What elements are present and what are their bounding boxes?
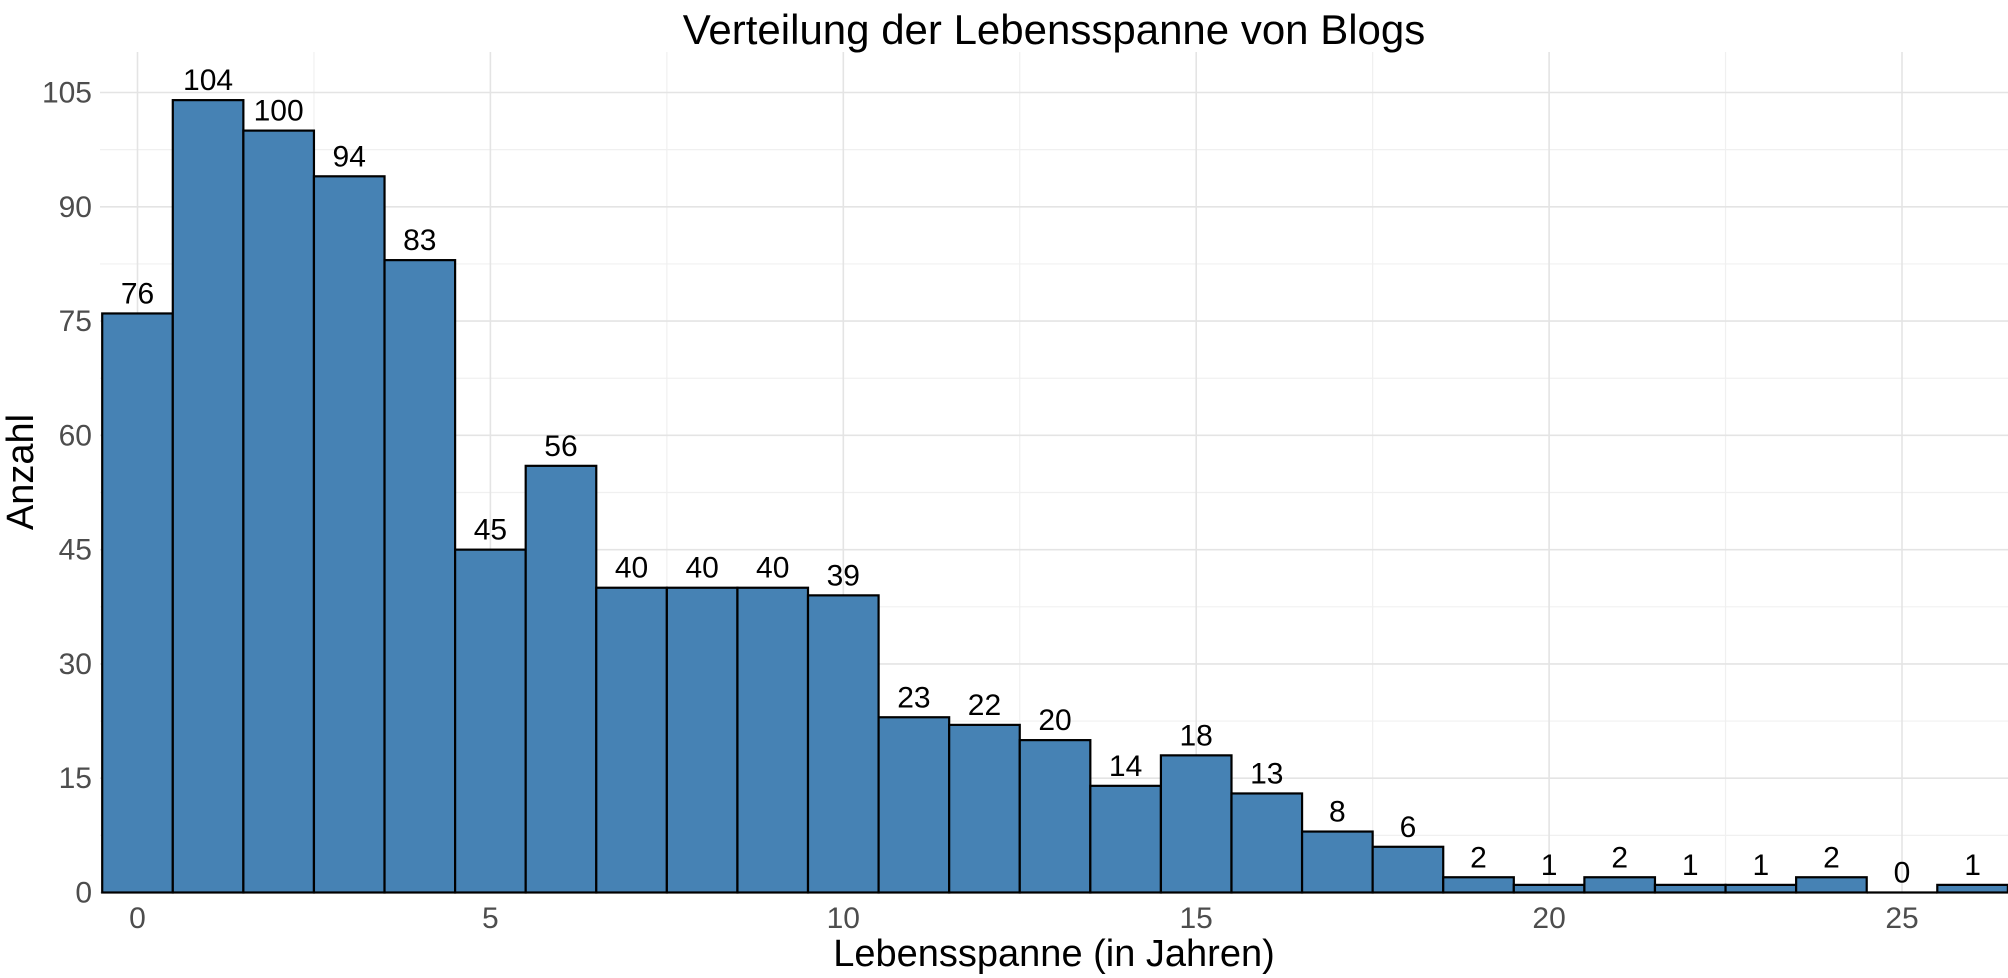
bar-value-label: 2 [1823,841,1840,874]
y-axis-title: Anzahl [0,414,42,530]
bar-value-label: 20 [1038,704,1071,737]
y-tick-label: 75 [59,305,92,338]
histogram-bar [736,586,810,894]
y-tick-label: 30 [59,648,92,681]
histogram-bar [1230,792,1304,894]
bar-value-label: 2 [1611,841,1628,874]
bar-value-label: 40 [685,552,718,585]
histogram-bar [1442,876,1515,894]
bar-value-label: 45 [474,514,507,547]
bar-value-label: 39 [827,559,860,592]
y-tick-label: 105 [42,77,92,110]
bar-value-label: 2 [1470,841,1487,874]
y-tick-label: 15 [59,762,92,795]
histogram-bar [312,175,386,894]
bar-value-label: 100 [254,95,304,128]
histogram-bar [1300,830,1374,894]
histogram-bar [877,716,951,894]
histogram-bar [1018,739,1092,894]
bar-value-label: 1 [1752,849,1769,882]
y-tick-label: 60 [59,419,92,452]
chart-title: Verteilung der Lebensspanne von Blogs [683,6,1426,53]
x-tick-label: 15 [1180,902,1213,935]
histogram-bar [171,99,245,894]
bar-value-label: 1 [1682,849,1699,882]
histogram-bar [595,586,668,894]
bar-value-label: 40 [756,552,789,585]
histogram-bar [454,548,527,894]
histogram-bar [1583,876,1657,894]
histogram-bar [1936,883,2008,894]
bar-value-label: 104 [183,64,233,97]
bar-value-label: 18 [1180,719,1213,752]
histogram-bar [242,129,316,894]
y-tick-label: 0 [75,877,92,910]
bar-value-label: 22 [968,689,1001,722]
y-tick-label: 45 [59,534,92,567]
bar-value-label: 8 [1329,796,1346,829]
x-tick-label: 5 [482,902,499,935]
histogram-bar [101,312,174,894]
x-tick-label: 20 [1532,902,1565,935]
bar-value-label: 76 [121,277,154,310]
histogram-bar [1371,845,1445,894]
x-tick-label: 0 [129,902,146,935]
bar-value-label: 23 [897,681,930,714]
bar-value-label: 1 [1964,849,1981,882]
histogram-bar [1159,754,1233,894]
histogram-bar [1795,876,1868,894]
bar-value-label: 13 [1250,757,1283,790]
histogram-bar [524,464,598,894]
histogram-bar [806,594,880,894]
histogram-bar [1089,784,1163,894]
x-tick-label: 10 [827,902,860,935]
histogram-bar [1724,883,1798,894]
bar-value-label: 83 [403,224,436,257]
x-tick-label: 25 [1885,902,1918,935]
bar-value-label: 56 [544,430,577,463]
histogram-bars [101,99,2008,894]
histogram-bar [948,723,1021,894]
bar-value-label: 94 [333,140,366,173]
bar-value-label: 0 [1894,857,1911,890]
histogram-bar [665,586,739,894]
bar-value-label: 40 [615,552,648,585]
histogram-bar [383,259,457,894]
x-axis-title: Lebensspanne (in Jahren) [833,933,1275,975]
histogram-bar [1512,883,1586,894]
y-tick-label: 90 [59,191,92,224]
bar-value-label: 1 [1541,849,1558,882]
bar-value-label: 6 [1400,811,1417,844]
histogram-bar [1653,883,1727,894]
bar-value-label: 14 [1109,750,1142,783]
